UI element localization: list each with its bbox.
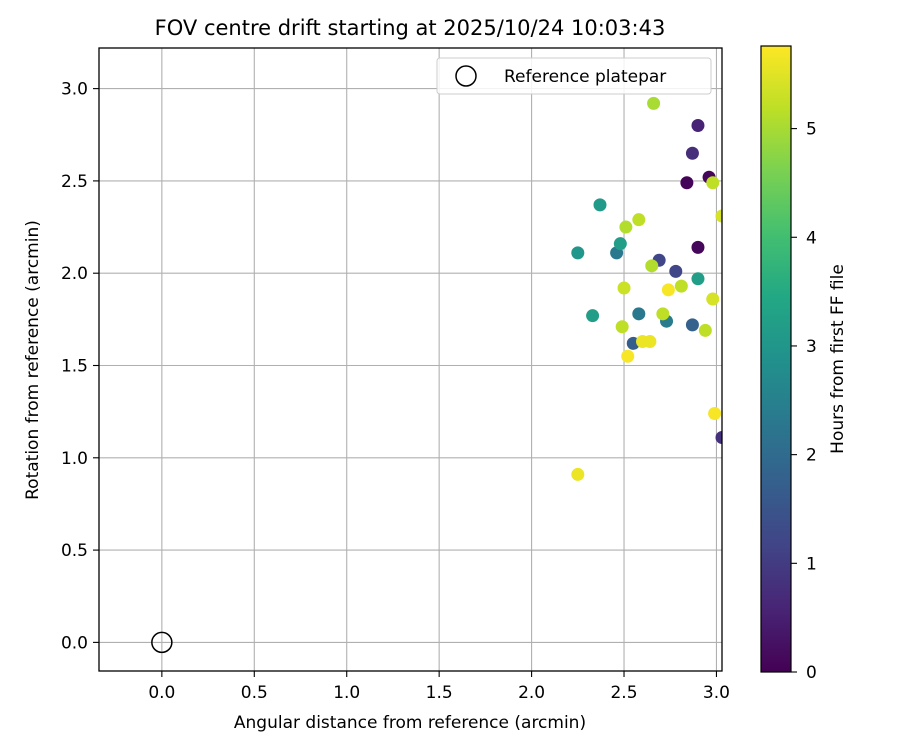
scatter-point [643,335,657,349]
scatter-point [661,283,675,297]
colorbar-gradient [760,45,792,673]
legend-box [436,57,712,95]
scatter-point [613,237,627,251]
x-axis-label: Angular distance from reference (arcmin) [234,713,586,733]
colorbar-label: Hours from first FF file [828,264,848,454]
colorbar-tick-label: 0 [806,663,817,683]
x-tick-label: 0.5 [241,683,268,703]
scatter-point [708,406,722,420]
scatter-point [619,220,633,234]
scatter-point [685,318,699,332]
x-tick-label: 1.5 [426,683,453,703]
legend-reference-label: Reference platepar [504,67,666,87]
scatter-point [571,246,585,260]
y-tick-label: 1.5 [61,356,88,376]
scatter-points [571,96,722,481]
scatter-point [715,209,722,223]
scatter-point [691,272,705,286]
legend-reference-icon [455,65,477,87]
scatter-point [680,176,694,190]
x-tick-label: 0.0 [148,683,175,703]
colorbar-tick-label: 3 [806,337,817,357]
colorbar-tick-label: 4 [806,228,817,248]
colorbar-tick-label: 2 [806,446,817,466]
plot-frame [98,47,723,672]
x-tick-label: 2.5 [610,683,637,703]
scatter-point [656,307,670,321]
y-axis-label: Rotation from reference (arcmin) [23,220,43,500]
scatter-point [691,240,705,254]
scatter-point [621,349,635,363]
scatter-point [691,119,705,133]
legend: Reference platepar [436,57,712,95]
scatter-point [698,323,712,337]
y-tick-label: 2.0 [61,264,88,284]
scatter-point [674,279,688,293]
x-tick-label: 2.0 [518,683,545,703]
scatter-point [632,307,646,321]
y-tick-label: 0.5 [61,541,88,561]
colorbar-tick-label: 1 [806,554,817,574]
x-tick-label: 3.0 [703,683,730,703]
scatter-point [586,309,600,323]
chart-title: FOV centre drift starting at 2025/10/24 … [155,16,666,40]
x-axis-ticks: 0.0 0.5 1.0 1.5 2.0 2.5 3.0 [148,671,730,703]
scatter-point [571,467,585,481]
colorbar-tick-label: 5 [806,120,817,140]
scatter-point [706,292,720,306]
y-tick-label: 2.5 [61,172,88,192]
x-tick-label: 1.0 [333,683,360,703]
scatter-point [715,430,722,444]
y-tick-label: 1.0 [61,449,88,469]
reference-marker [151,631,173,654]
scatter-point [593,198,607,212]
scatter-point [617,281,631,295]
scatter-point [685,146,699,160]
y-tick-label: 0.0 [61,633,88,653]
y-tick-label: 3.0 [61,80,88,100]
scatter-point [669,264,683,278]
colorbar-ticks: 0 1 2 3 4 5 [791,120,817,683]
scatter-point [647,96,661,110]
scatter-point [615,320,629,334]
y-axis-ticks: 0.0 0.5 1.0 1.5 2.0 2.5 3.0 [61,80,99,653]
scatter-point [645,259,659,273]
scatter-point [706,176,720,190]
scatter-point [632,213,646,227]
colorbar: 0 1 2 3 4 5 Hours from first FF file [760,45,848,683]
